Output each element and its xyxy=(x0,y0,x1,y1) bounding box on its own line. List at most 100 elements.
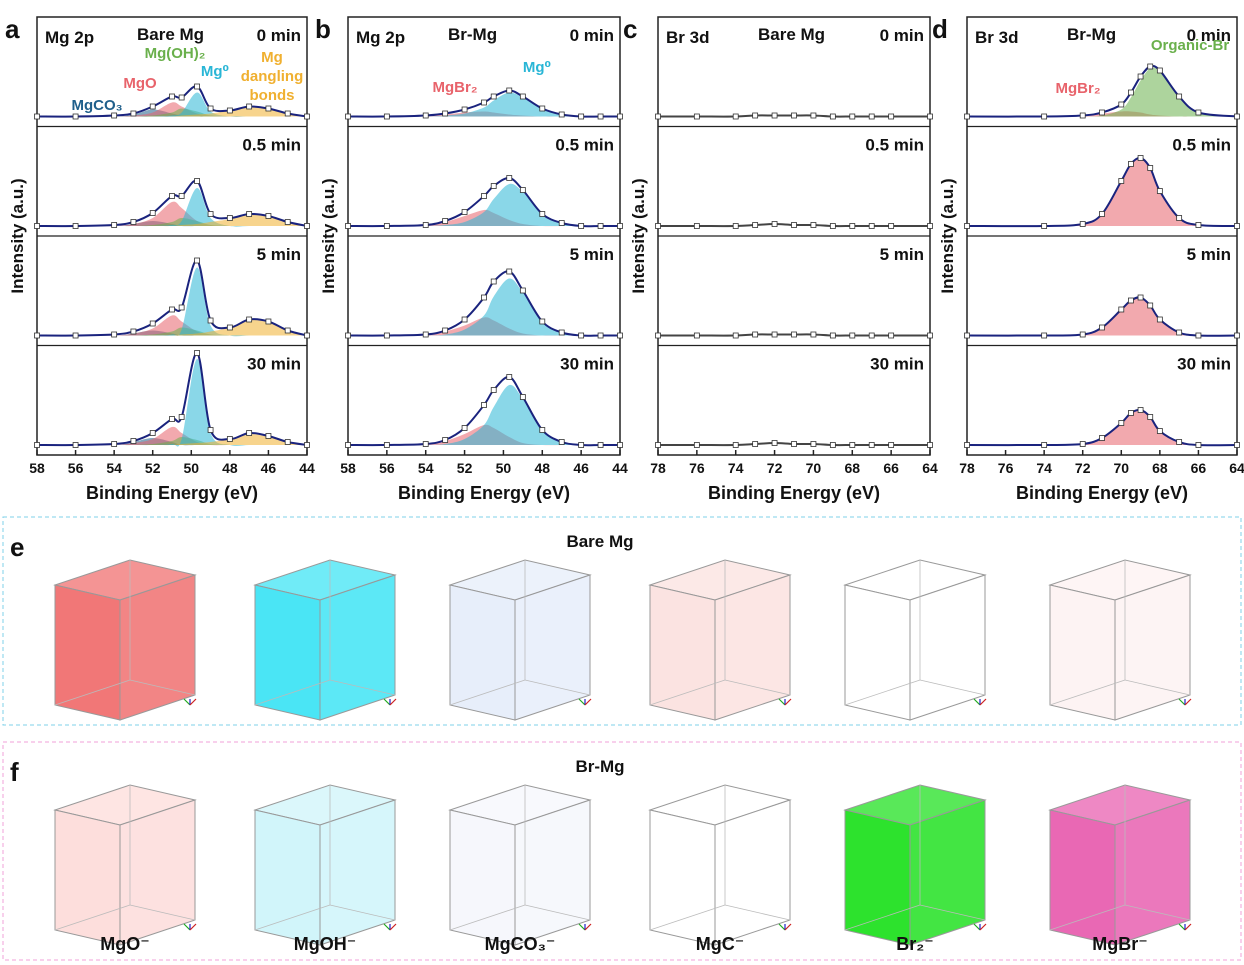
data-point xyxy=(1119,307,1124,312)
time-label: 5 min xyxy=(570,245,614,264)
data-point xyxy=(491,279,496,284)
panel-letter: a xyxy=(5,14,20,44)
data-point xyxy=(1148,166,1153,171)
x-tick-label: 72 xyxy=(767,460,783,476)
axis-icon xyxy=(384,699,390,705)
x-tick-label: 50 xyxy=(183,460,199,476)
x-tick-label: 68 xyxy=(844,460,860,476)
axis-icon xyxy=(585,924,591,930)
x-axis-title: Binding Energy (eV) xyxy=(1016,483,1188,503)
component-label: Organic-Br xyxy=(1151,37,1230,54)
data-point xyxy=(869,224,874,229)
time-label: 30 min xyxy=(1177,355,1231,374)
cube xyxy=(450,560,590,720)
data-point xyxy=(1119,179,1124,184)
cube-face xyxy=(120,575,195,720)
cube-label: MgC⁻ xyxy=(696,934,745,954)
data-point xyxy=(150,104,155,109)
data-point xyxy=(179,194,184,199)
component-area xyxy=(348,278,620,335)
data-point xyxy=(443,438,448,443)
axis-icon xyxy=(190,699,196,705)
cube xyxy=(650,785,790,945)
data-point xyxy=(507,269,512,274)
x-tick-label: 54 xyxy=(418,460,434,476)
data-point xyxy=(462,426,467,431)
panel-letter: e xyxy=(10,532,24,562)
cube-face xyxy=(1115,575,1190,720)
axis-icon xyxy=(585,699,591,705)
component-label: Mgdanglingbonds xyxy=(241,49,304,104)
data-point xyxy=(491,388,496,393)
data-point xyxy=(170,94,175,99)
data-point xyxy=(35,333,40,338)
data-point xyxy=(247,212,252,217)
component-label: MgO xyxy=(123,75,157,92)
axis-icon xyxy=(974,924,980,930)
data-point xyxy=(869,114,874,119)
cube xyxy=(255,560,395,720)
data-point xyxy=(1157,429,1162,434)
data-point xyxy=(384,333,389,338)
data-point xyxy=(195,351,200,356)
cube xyxy=(255,785,395,945)
data-point xyxy=(131,329,136,334)
data-point xyxy=(305,333,310,338)
data-point xyxy=(540,212,545,217)
data-point xyxy=(792,332,797,337)
data-point xyxy=(598,443,603,448)
x-tick-label: 74 xyxy=(728,460,744,476)
data-point xyxy=(1080,113,1085,118)
data-point xyxy=(792,113,797,118)
data-point xyxy=(423,113,428,118)
data-point xyxy=(1157,317,1162,322)
cube-label: MgCO₃⁻ xyxy=(485,934,556,954)
data-point xyxy=(1196,443,1201,448)
core-level: Br 3d xyxy=(666,28,709,47)
data-point xyxy=(811,442,816,447)
data-point xyxy=(1157,68,1162,73)
data-point xyxy=(1042,114,1047,119)
data-point xyxy=(482,100,487,105)
axis-icon xyxy=(384,924,390,930)
data-point xyxy=(579,333,584,338)
cube-label: MgOH⁻ xyxy=(294,934,357,954)
x-tick-label: 70 xyxy=(1113,460,1129,476)
x-tick-label: 56 xyxy=(68,460,84,476)
data-point xyxy=(150,431,155,436)
sample-label: Br-Mg xyxy=(1067,25,1116,44)
data-point xyxy=(733,224,738,229)
cube-face xyxy=(910,575,985,720)
data-point xyxy=(1235,114,1240,119)
data-point xyxy=(520,395,525,400)
data-point xyxy=(598,333,603,338)
core-level: Mg 2p xyxy=(356,28,405,47)
x-tick-label: 78 xyxy=(959,460,975,476)
data-point xyxy=(1196,110,1201,115)
data-point xyxy=(285,440,290,445)
data-point xyxy=(35,224,40,229)
panel-letter: c xyxy=(623,14,637,44)
axis-icon xyxy=(785,924,791,930)
component-area xyxy=(348,184,620,226)
data-point xyxy=(753,223,758,228)
data-point xyxy=(227,437,232,442)
data-point xyxy=(733,443,738,448)
sample-label: Bare Mg xyxy=(758,25,825,44)
data-point xyxy=(772,332,777,337)
data-point xyxy=(462,210,467,215)
data-point xyxy=(792,223,797,228)
data-point xyxy=(869,333,874,338)
data-point xyxy=(1128,298,1133,303)
data-point xyxy=(131,111,136,116)
cube-face xyxy=(1115,800,1190,945)
cube xyxy=(55,785,195,945)
time-label: 0 min xyxy=(570,26,614,45)
data-point xyxy=(1196,333,1201,338)
data-point xyxy=(559,440,564,445)
cube-face xyxy=(55,810,120,945)
cube-label: MgBr⁻ xyxy=(1092,934,1148,954)
data-point xyxy=(1177,330,1182,335)
data-point xyxy=(423,442,428,447)
data-point xyxy=(1148,303,1153,308)
